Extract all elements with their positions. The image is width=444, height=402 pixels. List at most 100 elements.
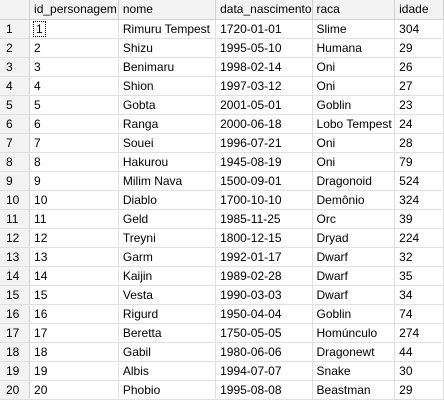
- table-row[interactable]: 16 16 Rigurd 1950-04-04 Goblin 74: [0, 304, 444, 324]
- cell-id-personagem[interactable]: 13: [29, 247, 119, 267]
- cell-id-personagem[interactable]: 10: [29, 190, 119, 210]
- cell-nome[interactable]: Phobio: [118, 380, 217, 400]
- cell-raca[interactable]: Dryad: [312, 228, 396, 248]
- row-number[interactable]: 4: [0, 76, 31, 96]
- cell-idade[interactable]: 29: [394, 38, 444, 58]
- row-number[interactable]: 2: [0, 38, 31, 58]
- row-number[interactable]: 7: [0, 133, 31, 153]
- cell-idade[interactable]: 30: [394, 361, 444, 381]
- cell-id-personagem[interactable]: 2: [29, 38, 119, 58]
- cell-nome[interactable]: Milim Nava: [118, 171, 217, 191]
- cell-idade[interactable]: 304: [394, 19, 444, 39]
- table-row[interactable]: 4 4 Shion 1997-03-12 Oni 27: [0, 76, 444, 96]
- cell-raca[interactable]: Demônio: [312, 190, 396, 210]
- cell-nome[interactable]: Treyni: [118, 228, 217, 248]
- table-row[interactable]: 13 13 Garm 1992-01-17 Dwarf 32: [0, 247, 444, 267]
- row-number[interactable]: 19: [0, 361, 31, 381]
- table-row[interactable]: 5 5 Gobta 2001-05-01 Goblin 23: [0, 95, 444, 115]
- cell-idade[interactable]: 79: [394, 152, 444, 172]
- cell-data-nascimento[interactable]: 1997-03-12: [215, 76, 313, 96]
- cell-idade[interactable]: 35: [394, 266, 444, 286]
- cell-nome[interactable]: Hakurou: [118, 152, 217, 172]
- column-header-data-nascimento[interactable]: data_nascimento: [215, 0, 313, 20]
- cell-raca[interactable]: Dwarf: [312, 247, 396, 267]
- cell-id-personagem[interactable]: 8: [29, 152, 119, 172]
- cell-id-personagem[interactable]: 20: [29, 380, 119, 400]
- cell-idade[interactable]: 32: [394, 247, 444, 267]
- cell-data-nascimento[interactable]: 1998-02-14: [215, 57, 313, 77]
- cell-id-personagem[interactable]: 7: [29, 133, 119, 153]
- cell-raca[interactable]: Dragonoid: [312, 171, 396, 191]
- row-number[interactable]: 5: [0, 95, 31, 115]
- corner-cell[interactable]: [0, 0, 31, 20]
- cell-data-nascimento[interactable]: 1996-07-21: [215, 133, 313, 153]
- table-row[interactable]: 8 8 Hakurou 1945-08-19 Oni 79: [0, 152, 444, 172]
- row-number[interactable]: 17: [0, 323, 31, 343]
- cell-data-nascimento[interactable]: 1945-08-19: [215, 152, 313, 172]
- table-row[interactable]: 20 20 Phobio 1995-08-08 Beastman 29: [0, 380, 444, 400]
- cell-id-personagem[interactable]: 19: [29, 361, 119, 381]
- cell-id-personagem[interactable]: 1: [29, 19, 119, 39]
- cell-id-personagem[interactable]: 9: [29, 171, 119, 191]
- cell-id-personagem[interactable]: 17: [29, 323, 119, 343]
- cell-raca[interactable]: Orc: [312, 209, 396, 229]
- table-row[interactable]: 11 11 Geld 1985-11-25 Orc 39: [0, 209, 444, 229]
- table-row[interactable]: 2 2 Shizu 1995-05-10 Humana 29: [0, 38, 444, 58]
- cell-raca[interactable]: Oni: [312, 57, 396, 77]
- cell-nome[interactable]: Vesta: [118, 285, 217, 305]
- cell-data-nascimento[interactable]: 2000-06-18: [215, 114, 313, 134]
- cell-data-nascimento[interactable]: 1994-07-07: [215, 361, 313, 381]
- cell-idade[interactable]: 39: [394, 209, 444, 229]
- cell-idade[interactable]: 26: [394, 57, 444, 77]
- cell-raca[interactable]: Lobo Tempest: [312, 114, 396, 134]
- cell-raca[interactable]: Goblin: [312, 95, 396, 115]
- cell-idade[interactable]: 34: [394, 285, 444, 305]
- cell-data-nascimento[interactable]: 2001-05-01: [215, 95, 313, 115]
- cell-data-nascimento[interactable]: 1800-12-15: [215, 228, 313, 248]
- cell-id-personagem[interactable]: 16: [29, 304, 119, 324]
- table-row[interactable]: 7 7 Souei 1996-07-21 Oni 28: [0, 133, 444, 153]
- cell-nome[interactable]: Gobta: [118, 95, 217, 115]
- cell-id-personagem[interactable]: 11: [29, 209, 119, 229]
- row-number[interactable]: 12: [0, 228, 31, 248]
- row-number[interactable]: 11: [0, 209, 31, 229]
- cell-data-nascimento[interactable]: 1950-04-04: [215, 304, 313, 324]
- cell-nome[interactable]: Geld: [118, 209, 217, 229]
- cell-data-nascimento[interactable]: 1700-10-10: [215, 190, 313, 210]
- cell-raca[interactable]: Snake: [312, 361, 396, 381]
- cell-raca[interactable]: Dwarf: [312, 285, 396, 305]
- cell-raca[interactable]: Slime: [312, 19, 396, 39]
- cell-idade[interactable]: 74: [394, 304, 444, 324]
- cell-raca[interactable]: Goblin: [312, 304, 396, 324]
- row-number[interactable]: 10: [0, 190, 31, 210]
- cell-id-personagem[interactable]: 18: [29, 342, 119, 362]
- cell-nome[interactable]: Rimuru Tempest: [118, 19, 217, 39]
- cell-nome[interactable]: Shion: [118, 76, 217, 96]
- cell-nome[interactable]: Diablo: [118, 190, 217, 210]
- column-header-idade[interactable]: idade: [394, 0, 444, 20]
- cell-nome[interactable]: Benimaru: [118, 57, 217, 77]
- cell-idade[interactable]: 29: [394, 380, 444, 400]
- table-row[interactable]: 1 1 Rimuru Tempest 1720-01-01 Slime 304: [0, 19, 444, 39]
- row-number[interactable]: 20: [0, 380, 31, 400]
- cell-raca[interactable]: Oni: [312, 133, 396, 153]
- cell-idade[interactable]: 524: [394, 171, 444, 191]
- cell-raca[interactable]: Oni: [312, 152, 396, 172]
- cell-nome[interactable]: Ranga: [118, 114, 217, 134]
- cell-idade[interactable]: 274: [394, 323, 444, 343]
- row-number[interactable]: 15: [0, 285, 31, 305]
- cell-raca[interactable]: Dwarf: [312, 266, 396, 286]
- cell-data-nascimento[interactable]: 1980-06-06: [215, 342, 313, 362]
- cell-nome[interactable]: Kaijin: [118, 266, 217, 286]
- table-row[interactable]: 9 9 Milim Nava 1500-09-01 Dragonoid 524: [0, 171, 444, 191]
- row-number[interactable]: 14: [0, 266, 31, 286]
- table-row[interactable]: 15 15 Vesta 1990-03-03 Dwarf 34: [0, 285, 444, 305]
- row-number[interactable]: 6: [0, 114, 31, 134]
- cell-raca[interactable]: Homúnculo: [312, 323, 396, 343]
- row-number[interactable]: 18: [0, 342, 31, 362]
- cell-data-nascimento[interactable]: 1995-08-08: [215, 380, 313, 400]
- table-row[interactable]: 12 12 Treyni 1800-12-15 Dryad 224: [0, 228, 444, 248]
- cell-nome[interactable]: Garm: [118, 247, 217, 267]
- cell-data-nascimento[interactable]: 1990-03-03: [215, 285, 313, 305]
